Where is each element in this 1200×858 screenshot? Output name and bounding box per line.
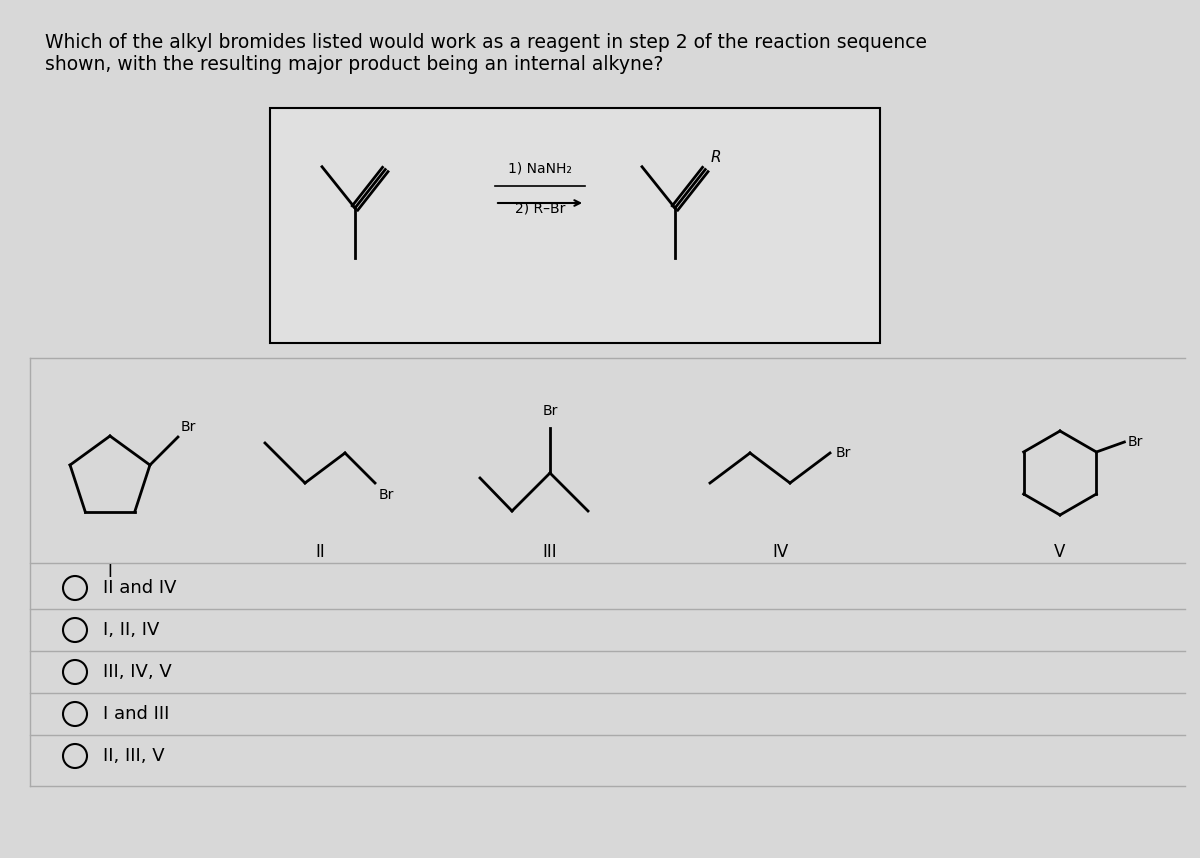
Text: Br: Br <box>379 488 395 502</box>
Text: I and III: I and III <box>103 705 169 723</box>
Text: III, IV, V: III, IV, V <box>103 663 172 681</box>
Text: I, II, IV: I, II, IV <box>103 621 160 639</box>
Bar <box>270 108 880 343</box>
Text: Br: Br <box>836 446 851 460</box>
Text: II: II <box>316 543 325 561</box>
Text: II, III, V: II, III, V <box>103 747 164 765</box>
Text: II and IV: II and IV <box>103 579 176 597</box>
Text: V: V <box>1055 543 1066 561</box>
Text: Br: Br <box>1127 435 1142 449</box>
Text: Which of the alkyl bromides listed would work as a reagent in step 2 of the reac: Which of the alkyl bromides listed would… <box>46 33 928 74</box>
Text: I: I <box>108 563 113 581</box>
Text: Br: Br <box>542 404 558 418</box>
Text: III: III <box>542 543 557 561</box>
Text: 2) R–Br: 2) R–Br <box>515 201 565 215</box>
Text: R: R <box>710 149 721 165</box>
Text: 1) NaNH₂: 1) NaNH₂ <box>508 161 572 175</box>
Text: Br: Br <box>181 420 197 434</box>
Text: IV: IV <box>772 543 788 561</box>
